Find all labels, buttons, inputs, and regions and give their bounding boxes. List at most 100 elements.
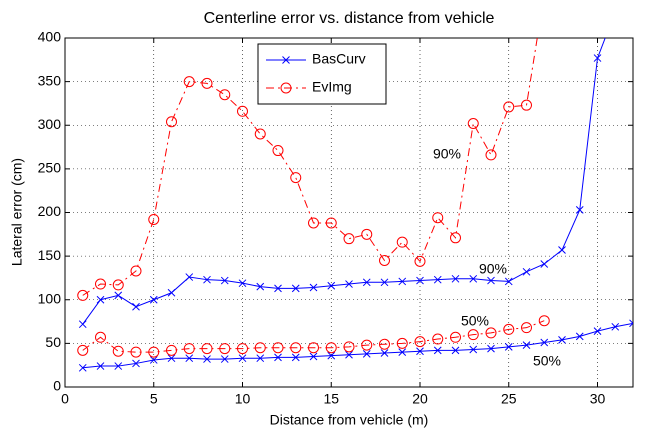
marker <box>309 352 318 361</box>
marker <box>451 346 460 355</box>
marker <box>254 342 266 354</box>
y-tick-label: 250 <box>38 160 62 176</box>
marker <box>148 346 160 358</box>
marker <box>593 327 602 336</box>
curve-label: 50% <box>533 353 561 369</box>
marker <box>416 347 424 356</box>
series-line <box>82 38 538 296</box>
y-tick-label: 200 <box>38 203 62 219</box>
marker <box>237 105 248 117</box>
marker <box>203 275 211 284</box>
marker <box>414 336 426 348</box>
x-tick-label: 10 <box>235 391 251 407</box>
marker <box>361 339 373 351</box>
x-tick-label: 5 <box>150 391 158 407</box>
marker <box>345 280 353 288</box>
marker <box>238 279 247 288</box>
marker <box>308 217 319 229</box>
y-tick-label: 350 <box>38 72 62 88</box>
marker <box>114 291 123 300</box>
plot-frame <box>64 37 634 388</box>
marker <box>132 302 140 311</box>
marker <box>521 99 532 111</box>
marker <box>291 284 300 293</box>
marker <box>469 345 478 354</box>
legend-label: EvImg <box>312 79 352 95</box>
x-tick-label: 25 <box>501 391 517 407</box>
x-tick-label: 30 <box>590 391 606 407</box>
marker <box>130 346 142 358</box>
marker <box>77 344 89 356</box>
marker <box>467 118 479 130</box>
marker <box>130 265 142 277</box>
marker <box>380 349 389 357</box>
marker <box>201 77 213 89</box>
marker <box>274 353 282 362</box>
marker <box>343 341 355 353</box>
marker <box>185 273 194 281</box>
chart-title: Centerline error vs. distance from vehic… <box>204 10 495 27</box>
y-tick-label: 100 <box>38 290 62 306</box>
marker <box>343 233 355 245</box>
marker <box>325 342 337 354</box>
legend-marker <box>282 56 290 64</box>
plot-area <box>77 38 633 372</box>
marker <box>451 274 460 283</box>
marker <box>362 278 371 287</box>
marker <box>183 76 195 88</box>
marker <box>112 279 124 291</box>
marker <box>414 255 426 267</box>
marker <box>558 246 566 254</box>
marker <box>398 348 407 356</box>
y-tick-label: 150 <box>38 247 62 263</box>
marker <box>540 260 549 268</box>
marker <box>469 274 478 283</box>
marker <box>379 338 390 350</box>
marker <box>450 331 461 343</box>
marker <box>272 342 284 354</box>
marker <box>219 343 231 355</box>
marker <box>540 338 549 347</box>
marker <box>166 116 177 128</box>
marker <box>362 349 371 358</box>
x-tick-label: 15 <box>323 391 339 407</box>
marker <box>398 277 407 286</box>
marker <box>521 322 532 334</box>
y-axis-label: Lateral error (cm) <box>9 158 25 266</box>
marker <box>201 343 213 355</box>
marker <box>183 343 195 355</box>
marker <box>396 236 408 248</box>
marker <box>485 327 497 339</box>
marker <box>185 354 194 363</box>
curve-label: 90% <box>479 261 507 277</box>
marker <box>220 355 229 363</box>
marker <box>148 213 160 225</box>
marker <box>256 282 265 291</box>
y-tick-label: 0 <box>53 378 61 394</box>
marker <box>487 276 495 285</box>
legend-label: BasCurv <box>312 51 366 67</box>
series-line <box>82 320 545 353</box>
marker <box>575 332 584 341</box>
marker <box>78 320 87 329</box>
marker <box>327 281 336 290</box>
marker <box>237 343 248 355</box>
curve-label: 50% <box>461 313 489 329</box>
marker <box>132 359 140 368</box>
marker <box>487 344 495 353</box>
marker <box>95 278 106 290</box>
marker <box>575 206 584 214</box>
marker <box>290 172 302 184</box>
marker <box>433 275 442 284</box>
marker <box>379 254 390 266</box>
marker <box>450 232 461 244</box>
marker <box>166 344 177 356</box>
marker <box>114 362 123 370</box>
marker <box>504 343 513 351</box>
y-tick-label: 300 <box>38 116 62 132</box>
marker <box>558 336 566 344</box>
marker <box>309 283 318 292</box>
marker <box>219 89 231 101</box>
marker <box>112 345 124 357</box>
marker <box>325 217 337 229</box>
